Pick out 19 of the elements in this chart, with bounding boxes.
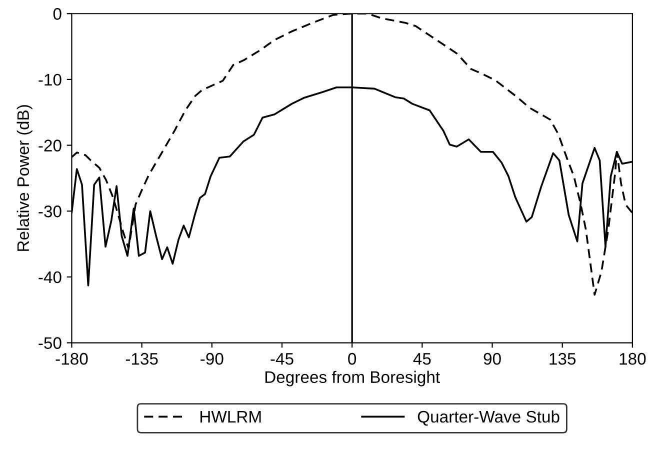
y-tick-label: -40	[38, 271, 62, 284]
x-tick-label: 90	[484, 352, 501, 365]
x-tick-label: 135	[550, 352, 576, 365]
legend-label: Quarter-Wave Stub	[418, 410, 560, 426]
y-tick-label: 0	[53, 8, 62, 20]
y-axis-title: Relative Power (dB)	[16, 105, 32, 251]
x-axis-title: Degrees from Boresight	[265, 370, 440, 386]
x-tick-label: 45	[413, 353, 431, 365]
legend-label: HWLRM	[200, 411, 261, 423]
x-tick-label: -45	[270, 353, 294, 365]
y-tick-label: -30	[38, 206, 62, 218]
x-tick-label: 180	[620, 352, 646, 365]
x-tick-label: -135	[126, 352, 158, 365]
y-tick-label: -10	[38, 74, 62, 86]
x-tick-label: -90	[200, 352, 224, 365]
y-tick-label: -50	[38, 337, 62, 349]
x-tick-label: 0	[348, 352, 356, 365]
x-tick-label: -180	[56, 352, 88, 365]
y-tick-label: -20	[38, 140, 62, 152]
